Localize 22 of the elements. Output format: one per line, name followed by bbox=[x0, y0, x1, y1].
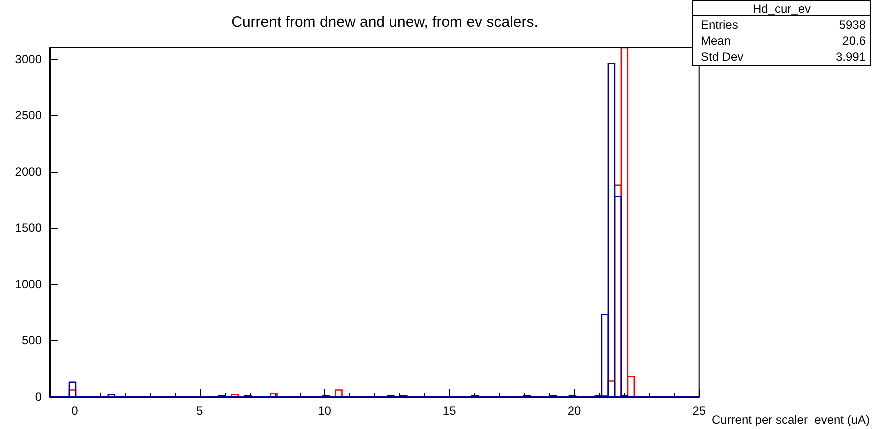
y-tick-label: 2000 bbox=[15, 164, 42, 179]
y-tick-label: 0 bbox=[35, 390, 42, 404]
y-tick-label: 1500 bbox=[15, 221, 42, 236]
text: Entries bbox=[701, 18, 738, 32]
x-tick-label: 5 bbox=[196, 404, 204, 418]
y-tick-label: 1000 bbox=[15, 277, 42, 292]
text: Mean bbox=[701, 34, 732, 48]
y-tick-label: 3000 bbox=[15, 52, 42, 66]
text: 5938 bbox=[839, 18, 866, 32]
chart-title: Current from dnew and unew, from ev scalers. bbox=[232, 14, 538, 31]
text: 20.6 bbox=[842, 34, 866, 48]
x-axis-title: Current per scaler event (uA) bbox=[712, 413, 870, 427]
text: Std Dev bbox=[701, 50, 744, 64]
x-tick-label: 10 bbox=[318, 404, 332, 418]
text: Hd_cur_ev bbox=[752, 2, 812, 16]
x-tick-label: 25 bbox=[692, 404, 706, 418]
x-tick-label: 0 bbox=[72, 404, 79, 418]
y-tick-label: 2500 bbox=[15, 108, 42, 123]
x-tick-label: 20 bbox=[568, 404, 582, 418]
text: 3.991 bbox=[836, 50, 866, 64]
x-tick-label: 15 bbox=[442, 404, 457, 418]
y-tick-label: 500 bbox=[22, 334, 42, 348]
